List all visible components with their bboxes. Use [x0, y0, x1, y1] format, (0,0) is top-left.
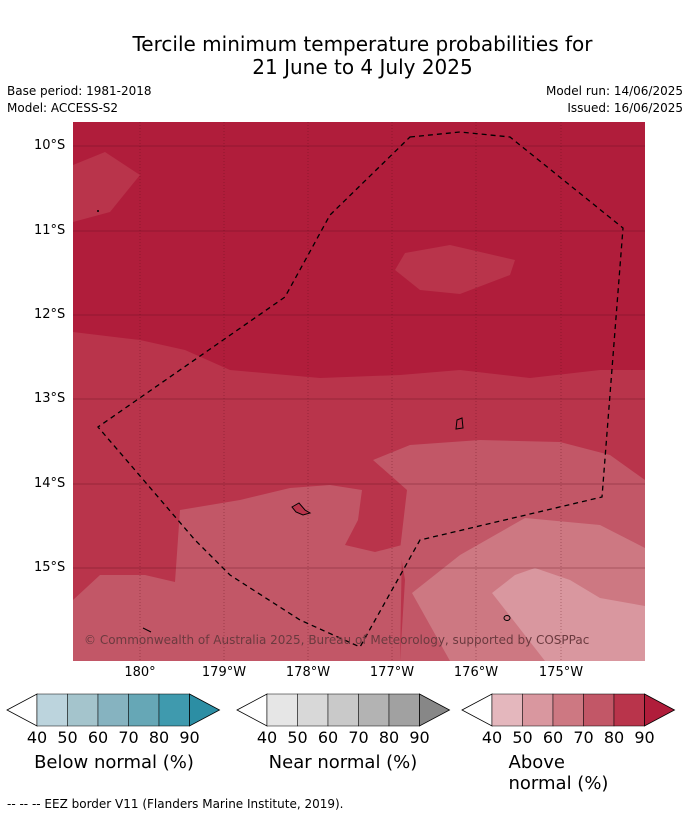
region-above-50: [492, 568, 645, 661]
colorbar-tick-label: 90: [634, 728, 655, 747]
colorbar-extend-high: [189, 693, 221, 727]
colorbar-tick-label: 50: [512, 728, 533, 747]
model-run: Model run: 14/06/2025: [545, 84, 683, 98]
lon-label: 177°W: [369, 665, 415, 680]
colorbar-tick-label: 80: [148, 728, 170, 747]
colorbar-tick-label: 70: [573, 728, 594, 747]
colorbar-segment: [128, 693, 160, 727]
colorbar-title-below: Below normal (%): [34, 752, 194, 773]
map-title-line1: Tercile minimum temperature probabilitie…: [132, 32, 593, 56]
colorbar-segment: [388, 693, 420, 727]
colorbar-segment: [583, 693, 615, 727]
colorbar-tick-label: 80: [378, 728, 400, 747]
colorbar-title-above: Above normal (%): [508, 752, 609, 794]
colorbar-tick-label: 50: [287, 728, 308, 747]
colorbar-tick-label: 90: [409, 728, 430, 747]
region-above-70-south: [73, 485, 402, 661]
colorbar-segment: [67, 693, 99, 727]
copyright-notice: © Commonwealth of Australia 2025, Bureau…: [84, 633, 590, 647]
colorbar-segment: [613, 693, 645, 727]
lat-label: 12°S: [34, 307, 66, 322]
colorbar-tick-label: 70: [118, 728, 139, 747]
colorbar-near-normal: [236, 693, 451, 727]
colorbar-tick-label: 40: [26, 728, 48, 747]
eez-footnote: -- -- -- EEZ border V11 (Flanders Marine…: [7, 797, 344, 811]
colorbar-below-normal: [6, 693, 221, 727]
meta-right: Model run: 14/06/2025 Issued: 16/06/2025: [546, 83, 683, 117]
colorbar-tick-label: 60: [317, 728, 339, 747]
lon-label: 179°W: [201, 665, 247, 680]
colorbar-segment: [297, 693, 329, 727]
colorbar-extend-high: [644, 693, 676, 727]
colorbar-tick-label: 40: [481, 728, 503, 747]
issued-date: Issued: 16/06/2025: [567, 101, 683, 115]
colorbar-tick-label: 40: [256, 728, 278, 747]
lat-label: 11°S: [34, 223, 66, 238]
colorbar-extend-low: [236, 693, 268, 727]
colorbar-tick-label: 50: [57, 728, 78, 747]
island-2: [291, 502, 312, 516]
colorbar-extend-low: [461, 693, 493, 727]
lat-label: 13°S: [34, 391, 66, 406]
colorbar-segment: [36, 693, 68, 727]
colorbar-tick-label: 80: [603, 728, 625, 747]
base-period: Base period: 1981-2018: [7, 84, 152, 98]
colorbar-tick-label: 70: [348, 728, 369, 747]
probability-map: [73, 122, 645, 661]
colorbar-tick-label: 60: [87, 728, 109, 747]
colorbar-tick-label: 90: [179, 728, 200, 747]
lat-label: 14°S: [34, 476, 66, 491]
island-4: [142, 627, 152, 633]
map-title-line2: 21 June to 4 July 2025: [252, 55, 473, 79]
island-5: [97, 210, 99, 212]
colorbar-tick-label: 60: [542, 728, 564, 747]
lon-label: 178°W: [285, 665, 331, 680]
colorbar-segment: [358, 693, 390, 727]
eez-border: [97, 131, 624, 648]
island-1: [455, 417, 464, 430]
lon-label: 180°: [124, 665, 156, 680]
colorbar-extend-low: [6, 693, 38, 727]
lat-label: 15°S: [34, 560, 66, 575]
colorbar-extend-high: [419, 693, 451, 727]
colorbar-segment: [327, 693, 359, 727]
island-3: [503, 615, 511, 621]
patch-top-center: [395, 245, 515, 294]
model-name: Model: ACCESS-S2: [7, 101, 119, 115]
colorbar-segment: [266, 693, 298, 727]
meta-left: Base period: 1981-2018 Model: ACCESS-S2: [7, 83, 152, 117]
lat-label: 10°S: [34, 138, 66, 153]
colorbar-segment: [552, 693, 584, 727]
colorbar-segment: [97, 693, 129, 727]
colorbar-above-normal: [461, 693, 676, 727]
colorbar-title-near: Near normal (%): [268, 752, 418, 773]
colorbar-segment: [491, 693, 523, 727]
patch-top-left: [73, 152, 140, 222]
lon-label: 175°W: [538, 665, 584, 680]
colorbar-segment: [158, 693, 190, 727]
lon-label: 176°W: [453, 665, 499, 680]
colorbar-segment: [522, 693, 554, 727]
